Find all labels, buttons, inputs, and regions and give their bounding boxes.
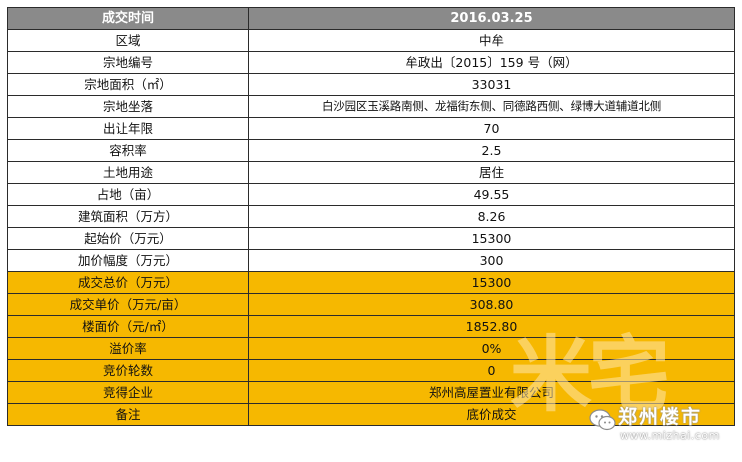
row-value: 8.26: [248, 205, 735, 228]
table-row: 竞价轮数 0: [7, 359, 735, 382]
row-value: 2.5: [248, 139, 735, 162]
header-label-cell: 成交时间: [7, 7, 249, 30]
table-row: 出让年限 70: [7, 117, 735, 140]
row-value: 白沙园区玉溪路南侧、龙福街东侧、同德路西侧、绿博大道辅道北侧: [248, 95, 735, 118]
row-label: 占地（亩）: [7, 183, 249, 206]
row-label: 竞价轮数: [7, 359, 249, 382]
row-value: 33031: [248, 73, 735, 96]
table-row: 溢价率 0%: [7, 337, 735, 360]
row-value: 15300: [248, 271, 735, 294]
row-value: 郑州高屋置业有限公司: [248, 381, 735, 404]
row-label: 区域: [7, 29, 249, 52]
table-row: 宗地编号 牟政出〔2015〕159 号（网）: [7, 51, 735, 74]
header-value-cell: 2016.03.25: [248, 7, 735, 30]
row-value: 300: [248, 249, 735, 272]
table-row: 楼面价（元/㎡） 1852.80: [7, 315, 735, 338]
row-value: 1852.80: [248, 315, 735, 338]
row-value: 居住: [248, 161, 735, 184]
table-body: 成交时间 2016.03.25 区域 中牟 宗地编号 牟政出〔2015〕159 …: [7, 7, 735, 426]
row-value: 中牟: [248, 29, 735, 52]
row-value: 49.55: [248, 183, 735, 206]
land-transaction-table: 成交时间 2016.03.25 区域 中牟 宗地编号 牟政出〔2015〕159 …: [7, 7, 735, 426]
table-row: 宗地坐落 白沙园区玉溪路南侧、龙福街东侧、同德路西侧、绿博大道辅道北侧: [7, 95, 735, 118]
table-row: 竞得企业 郑州高屋置业有限公司: [7, 381, 735, 404]
row-value: 0%: [248, 337, 735, 360]
table-row: 成交单价（万元/亩） 308.80: [7, 293, 735, 316]
row-label: 起始价（万元）: [7, 227, 249, 250]
row-label: 成交单价（万元/亩）: [7, 293, 249, 316]
table-row: 建筑面积（万方） 8.26: [7, 205, 735, 228]
row-label: 容积率: [7, 139, 249, 162]
row-label: 溢价率: [7, 337, 249, 360]
row-value: 牟政出〔2015〕159 号（网）: [248, 51, 735, 74]
row-value: 15300: [248, 227, 735, 250]
row-label: 出让年限: [7, 117, 249, 140]
row-value: 70: [248, 117, 735, 140]
row-label: 宗地编号: [7, 51, 249, 74]
table-header-row: 成交时间 2016.03.25: [7, 7, 735, 30]
table-row: 区域 中牟: [7, 29, 735, 52]
row-label: 加价幅度（万元）: [7, 249, 249, 272]
row-label: 宗地面积（㎡）: [7, 73, 249, 96]
table-row: 成交总价（万元） 15300: [7, 271, 735, 294]
row-value: 308.80: [248, 293, 735, 316]
watermark-url: www.mizhai.com: [620, 429, 720, 442]
table-row: 土地用途 居住: [7, 161, 735, 184]
table-row: 加价幅度（万元） 300: [7, 249, 735, 272]
row-label: 宗地坐落: [7, 95, 249, 118]
table-row: 占地（亩） 49.55: [7, 183, 735, 206]
row-value: 0: [248, 359, 735, 382]
row-label: 成交总价（万元）: [7, 271, 249, 294]
row-label: 楼面价（元/㎡）: [7, 315, 249, 338]
table-row: 容积率 2.5: [7, 139, 735, 162]
table-row: 宗地面积（㎡） 33031: [7, 73, 735, 96]
table-row: 备注 底价成交: [7, 403, 735, 426]
row-label: 建筑面积（万方）: [7, 205, 249, 228]
row-value: 底价成交: [248, 403, 735, 426]
row-label: 竞得企业: [7, 381, 249, 404]
table-row: 起始价（万元） 15300: [7, 227, 735, 250]
row-label: 土地用途: [7, 161, 249, 184]
row-label: 备注: [7, 403, 249, 426]
